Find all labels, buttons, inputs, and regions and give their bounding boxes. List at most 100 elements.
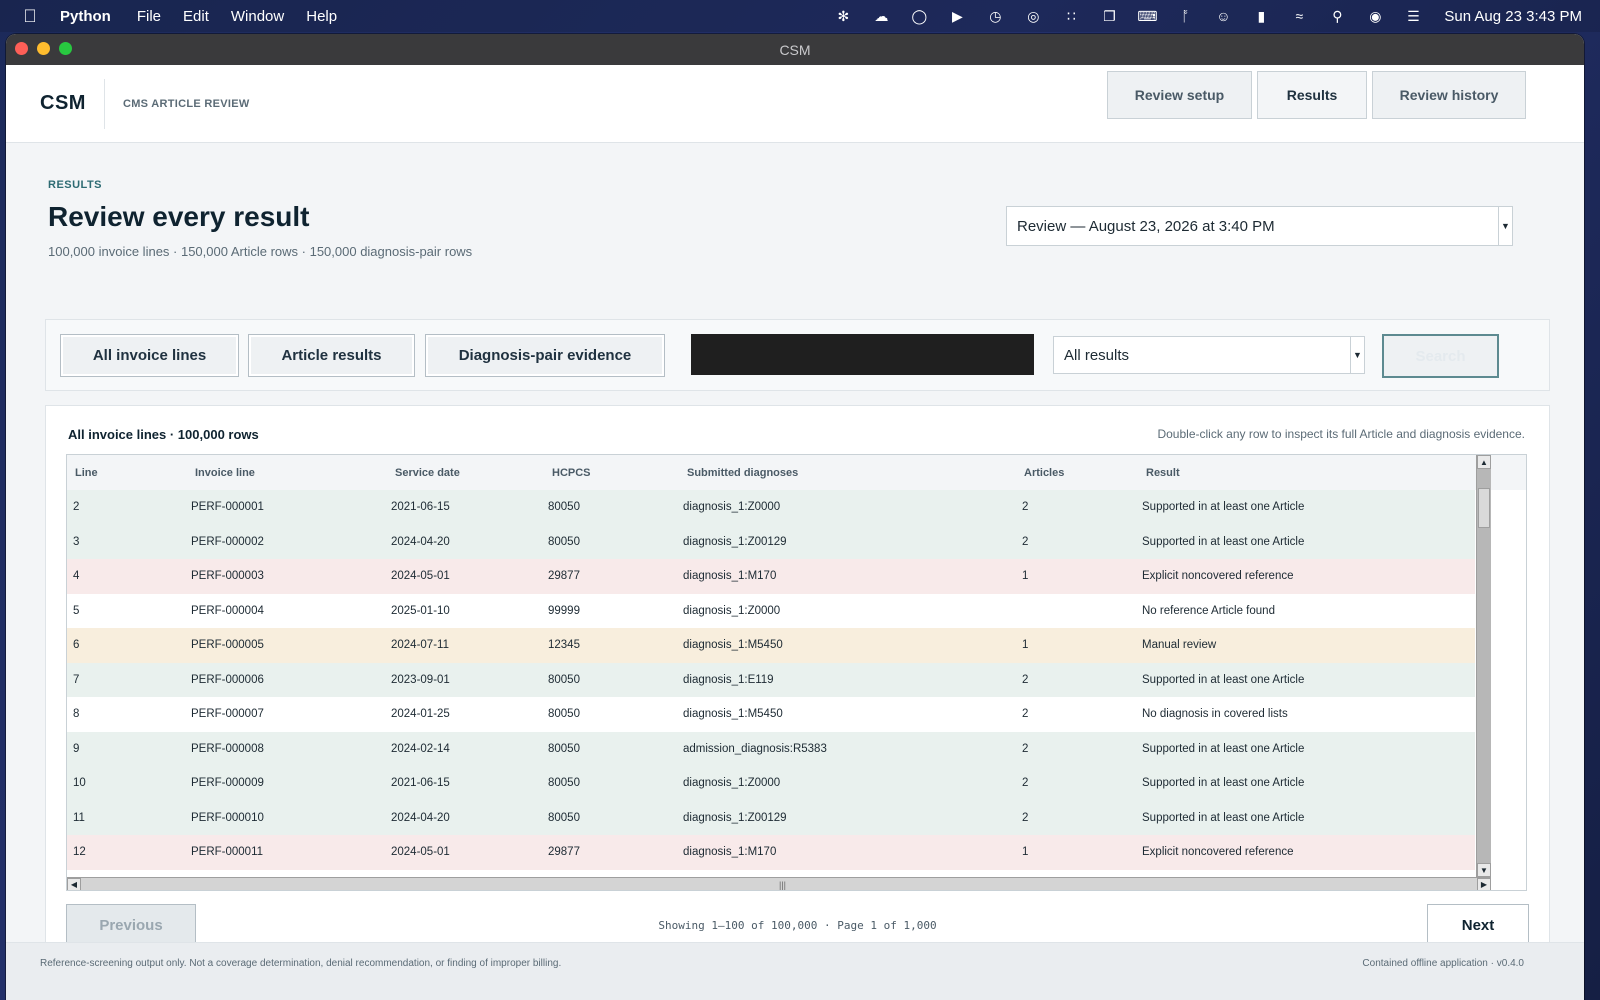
cell-invoice-line: PERF-000007: [191, 708, 264, 720]
page-title: Review every result: [48, 201, 310, 232]
view-diagnosis-pair-button[interactable]: Diagnosis-pair evidence: [425, 334, 665, 377]
keyboard-icon[interactable]: ⌨: [1137, 7, 1158, 24]
cell-line: 12: [73, 846, 86, 858]
column-header-result[interactable]: Result: [1146, 467, 1180, 479]
cell-hcpcs: 80050: [548, 777, 580, 789]
table-row[interactable]: 7 PERF-000006 2023-09-01 80050 diagnosis_1:E…: [67, 662, 1475, 697]
cloud-sync-icon[interactable]: ☁: [874, 7, 889, 24]
cell-line: 8: [73, 708, 80, 720]
horizontal-scrollbar[interactable]: ◀ ||| ▶: [67, 877, 1491, 890]
cell-result: Supported in at least one Article: [1142, 673, 1305, 686]
search-icon[interactable]: ⚲: [1332, 7, 1343, 24]
table-row[interactable]: 2 PERF-000001 2021-06-15 80050 diagnosis_1:Z…: [67, 490, 1475, 525]
table-row[interactable]: 8 PERF-000007 2024-01-25 80050 diagnosis_1:M…: [67, 697, 1475, 732]
column-header-invoice-line[interactable]: Invoice line: [195, 467, 255, 479]
cell-service-date: 2021-06-15: [391, 777, 450, 789]
pagination-status: Showing 1–100 of 100,000 · Page 1 of 1,0…: [658, 919, 937, 932]
horizontal-scroll-track[interactable]: |||: [81, 878, 1477, 890]
cell-hcpcs: 99999: [548, 604, 580, 617]
menu-app-name[interactable]: Python: [60, 7, 111, 25]
cell-submitted-diagnoses: diagnosis_1:Z00129: [683, 811, 787, 824]
column-header-line[interactable]: Line: [75, 467, 98, 479]
minimize-window-button[interactable]: [37, 42, 50, 55]
scroll-up-icon[interactable]: ▲: [1477, 455, 1491, 469]
cell-hcpcs: 80050: [548, 708, 580, 720]
menu-bar:  Python File Edit Window Help ✻ ☁ ◯ ▶ ◷…: [0, 0, 1600, 32]
grid-icon[interactable]: ∷: [1066, 7, 1076, 24]
menu-help[interactable]: Help: [306, 7, 338, 25]
cell-service-date: 2024-04-20: [391, 535, 450, 548]
cell-service-date: 2024-01-25: [391, 708, 450, 720]
cell-line: 4: [73, 570, 80, 582]
result-filter-select[interactable]: All results ▼: [1053, 336, 1365, 374]
cell-line: 3: [73, 535, 80, 548]
siri-icon[interactable]: ◉: [1369, 7, 1382, 24]
control-center-icon[interactable]: ☰: [1407, 7, 1420, 24]
openai-icon[interactable]: ✻: [837, 7, 850, 24]
creative-cloud-icon[interactable]: ◯: [911, 7, 928, 24]
column-header-submitted-diagnoses[interactable]: Submitted diagnoses: [687, 467, 799, 479]
tab-review-history[interactable]: Review history: [1372, 71, 1526, 119]
window-icon[interactable]: ❐: [1103, 7, 1116, 24]
cell-submitted-diagnoses: diagnosis_1:M170: [683, 846, 777, 858]
table-row[interactable]: 10 PERF-000009 2021-06-15 80050 diagnosis_1:…: [67, 766, 1475, 801]
scroll-grip-icon[interactable]: |||: [779, 880, 787, 890]
scroll-right-icon[interactable]: ▶: [1477, 878, 1491, 890]
cell-articles: 2: [1022, 501, 1029, 513]
cell-result: Supported in at least one Article: [1142, 777, 1305, 789]
search-input[interactable]: [691, 334, 1034, 375]
table-row[interactable]: 5 PERF-000004 2025-01-10 99999 diagnosis_1:Z…: [67, 593, 1475, 628]
battery-icon[interactable]: ▮: [1257, 7, 1266, 24]
cell-invoice-line: PERF-000006: [191, 673, 264, 686]
table-row[interactable]: 11 PERF-000010 2024-04-20 80050 diagnosis_1:…: [67, 800, 1475, 835]
clock-icon[interactable]: ◷: [989, 7, 1002, 24]
view-article-results-button[interactable]: Article results: [248, 334, 415, 377]
close-window-button[interactable]: [15, 42, 28, 55]
table-row[interactable]: 4 PERF-000003 2024-05-01 29877 diagnosis_1:M…: [67, 559, 1475, 594]
review-select[interactable]: Review — August 23, 2026 at 3:40 PM ▼: [1006, 206, 1513, 246]
play-icon[interactable]: ▶: [952, 7, 963, 24]
table-row[interactable]: 9 PERF-000008 2024-02-14 80050 admission_dia…: [67, 731, 1475, 766]
user-icon[interactable]: ☺: [1216, 8, 1231, 24]
menu-window[interactable]: Window: [230, 7, 285, 25]
cell-service-date: 2024-05-01: [391, 570, 450, 582]
view-all-invoice-lines-button[interactable]: All invoice lines: [60, 334, 239, 377]
brand-subtitle: CMS ARTICLE REVIEW: [122, 97, 250, 110]
cell-hcpcs: 80050: [548, 811, 580, 824]
tab-results[interactable]: Results: [1257, 71, 1367, 119]
next-page-button[interactable]: Next: [1427, 904, 1529, 947]
chevron-down-icon[interactable]: ▼: [1498, 207, 1512, 245]
column-header-articles[interactable]: Articles: [1024, 467, 1065, 479]
window-titlebar[interactable]: CSM: [6, 34, 1584, 65]
table-row[interactable]: 6 PERF-000005 2024-07-11 12345 diagnosis_1:M…: [67, 628, 1475, 663]
apple-menu-icon[interactable]: : [0, 6, 60, 27]
tab-review-setup[interactable]: Review setup: [1107, 71, 1252, 119]
cell-articles: 2: [1022, 708, 1029, 720]
menubar-clock[interactable]: Sun Aug 23 3:43 PM: [1444, 7, 1582, 25]
chevron-down-icon[interactable]: ▼: [1350, 337, 1364, 373]
column-header-hcpcs[interactable]: HCPCS: [552, 467, 591, 479]
table-row[interactable]: 12 PERF-000011 2024-05-01 29877 diagnosis_1:…: [67, 835, 1475, 870]
search-button[interactable]: Search: [1382, 334, 1499, 378]
cell-service-date: 2024-07-11: [391, 639, 449, 651]
scroll-left-icon[interactable]: ◀: [67, 878, 81, 890]
column-header-service-date[interactable]: Service date: [395, 467, 460, 479]
airdrop-icon[interactable]: ◎: [1027, 7, 1040, 24]
menu-file[interactable]: File: [136, 7, 162, 25]
bluetooth-icon[interactable]: ᚩ: [1181, 8, 1190, 24]
cell-result: Manual review: [1142, 639, 1217, 651]
previous-page-button[interactable]: Previous: [66, 904, 196, 947]
table-header: Line Invoice line Service date HCPCS Sub…: [67, 455, 1526, 490]
menu-edit[interactable]: Edit: [183, 7, 209, 25]
table-row[interactable]: 3 PERF-000002 2024-04-20 80050 diagnosis_1:Z…: [67, 524, 1475, 559]
vertical-scroll-thumb[interactable]: [1478, 488, 1490, 528]
wifi-icon[interactable]: ≈: [1295, 8, 1304, 24]
app-header: CSM CMS ARTICLE REVIEW Review setup Resu…: [6, 65, 1584, 143]
scroll-down-icon[interactable]: ▼: [1477, 863, 1491, 877]
vertical-scrollbar[interactable]: ▲ ▼: [1476, 455, 1491, 877]
cell-hcpcs: 29877: [548, 846, 580, 858]
zoom-window-button[interactable]: [59, 42, 72, 55]
cell-result: Explicit noncovered reference: [1142, 570, 1294, 582]
cell-articles: 1: [1022, 639, 1029, 651]
cell-line: 10: [73, 777, 86, 789]
